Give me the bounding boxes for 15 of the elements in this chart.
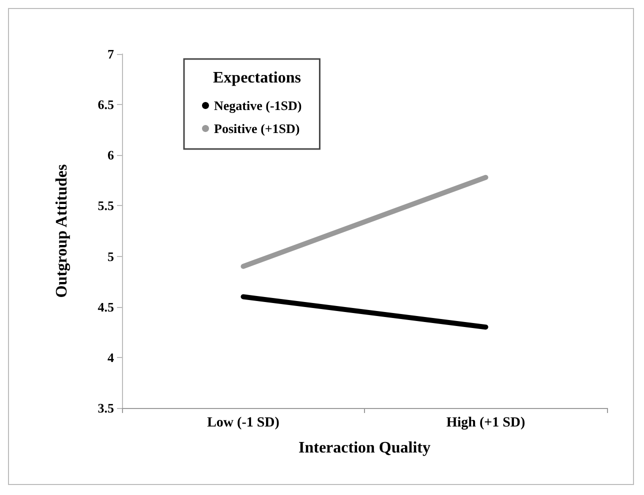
y-tick-label: 4 [108,350,114,365]
x-tick-label: High (+1 SD) [446,416,526,430]
legend-label: Negative (-1SD) [214,98,302,113]
y-tick-label: 5 [108,248,114,264]
y-tick-label: 6 [108,148,114,163]
y-tick-label: 7 [108,46,114,62]
x-axis-title: Interaction Quality [298,440,430,456]
y-axis-title: Outgroup Attitudes [54,164,70,298]
legend-title: Expectations [213,70,301,86]
y-tick-label: 4.5 [98,299,114,314]
x-tick-label: Low (-1 SD) [207,416,280,430]
y-tick-label: 3.5 [98,400,114,416]
legend-label: Positive (+1SD) [214,121,300,136]
y-tick-label: 6.5 [98,97,114,112]
y-tick-label: 5.5 [98,198,114,214]
